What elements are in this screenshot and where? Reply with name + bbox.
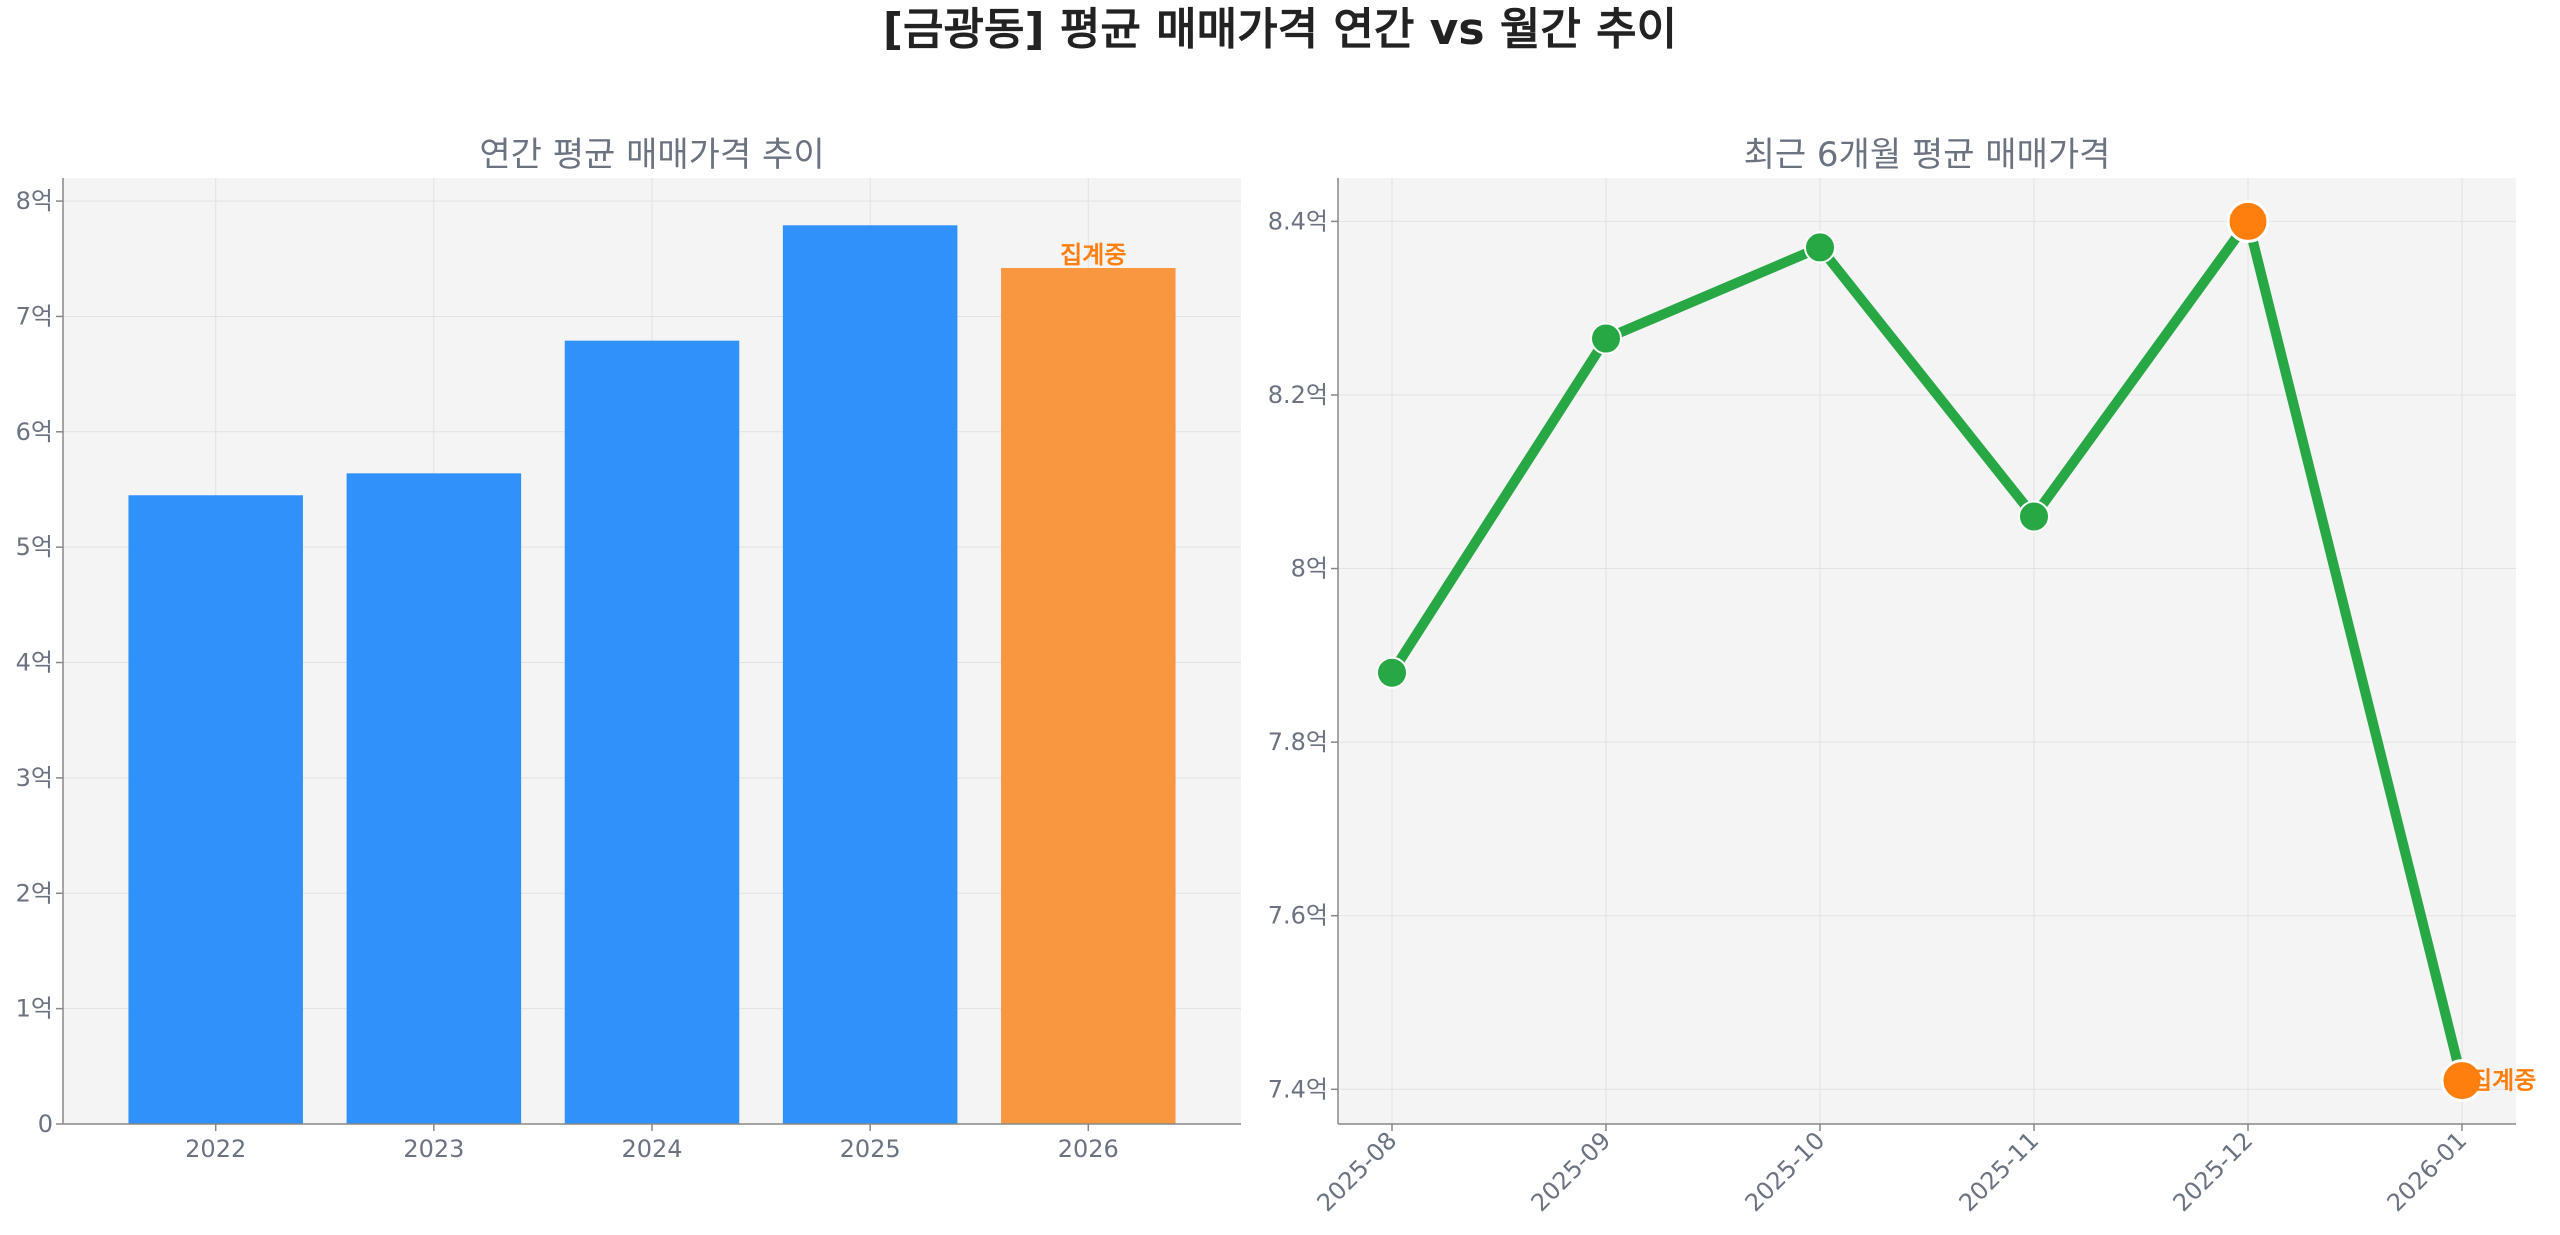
- bar-2023: [346, 473, 522, 1125]
- bar-2024: [564, 340, 740, 1124]
- bar-2025: [782, 225, 958, 1125]
- line-point-2025-08: [1376, 656, 1408, 689]
- line-y-tick-label: 8.4억: [1268, 207, 1328, 235]
- line-x-tick-label: 2025-09: [1526, 1126, 1617, 1217]
- bar-y-tick-label: 7억: [16, 302, 53, 330]
- bar-y-tick-label: 6억: [16, 418, 53, 446]
- line-chart-title: 최근 6개월 평균 매매가격: [1744, 135, 2111, 175]
- line-x-tick-label: 2026-01: [2382, 1126, 2473, 1217]
- bar-chart-title: 연간 평균 매매가격 추이: [479, 135, 824, 175]
- main-title: [금광동] 평균 매매가격 연간 vs 월간 추이: [882, 4, 1678, 55]
- bar-x-tick-label: 2025: [840, 1135, 901, 1163]
- bar-y-tick-label: 4억: [16, 649, 53, 677]
- bar-y-tick-label: 0: [38, 1110, 53, 1138]
- line-y-tick-label: 7.4억: [1268, 1075, 1328, 1103]
- line-point-2025-11: [2018, 500, 2050, 533]
- bar-x-tick-label: 2026: [1058, 1135, 1119, 1163]
- line-point-2026-01: [2440, 1059, 2484, 1103]
- line-x-ticks: 2025-08 2025-09 2025-10 2025-11 2025-12 2026-…: [1312, 1124, 2473, 1217]
- bar-y-tick-label: 3억: [16, 764, 53, 792]
- line-y-tick-label: 8억: [1291, 555, 1328, 583]
- bar-2026: [1001, 267, 1176, 1124]
- line-y-tick-label: 7.6억: [1268, 902, 1328, 930]
- bar-2022: [128, 495, 303, 1124]
- bar-marks: 집계중: [128, 225, 1176, 1125]
- line-x-tick-label: 2025-11: [1954, 1126, 2045, 1217]
- line-x-tick-label: 2025-10: [1740, 1126, 1831, 1217]
- line-x-tick-label: 2025-12: [2168, 1126, 2259, 1217]
- line-point-2025-09: [1590, 322, 1622, 355]
- bar-annotation-in-progress: 집계중: [1060, 241, 1126, 269]
- line-annotation-in-progress: 집계중: [2470, 1067, 2536, 1095]
- bar-x-tick-label: 2022: [185, 1135, 246, 1163]
- line-plot-area: [1338, 178, 2516, 1124]
- monthly-price-line: [1387, 216, 2467, 1086]
- line-point-2025-12: [2226, 199, 2270, 243]
- line-marks: 집계중: [1376, 199, 2536, 1103]
- bar-x-ticks: 2022 2023 2024 2025 2026: [185, 1124, 1119, 1163]
- line-y-tick-label: 7.8억: [1268, 728, 1328, 756]
- bar-y-tick-label: 5억: [16, 533, 53, 561]
- line-y-ticks: 7.4억 7.6억 7.8억 8억 8.2억 8.4억: [1268, 207, 1338, 1103]
- line-y-tick-label: 8.2억: [1268, 381, 1328, 409]
- bar-y-ticks: 0 1억 2억 3억 4억 5억 6억 7억 8억: [16, 187, 63, 1138]
- line-point-2025-10: [1804, 231, 1836, 264]
- bar-x-tick-label: 2024: [621, 1135, 682, 1163]
- bar-y-tick-label: 2억: [16, 879, 53, 907]
- bar-y-tick-label: 1억: [16, 995, 53, 1023]
- line-x-tick-label: 2025-08: [1312, 1126, 1403, 1217]
- bar-y-tick-label: 8억: [16, 187, 53, 215]
- bar-x-tick-label: 2023: [403, 1135, 464, 1163]
